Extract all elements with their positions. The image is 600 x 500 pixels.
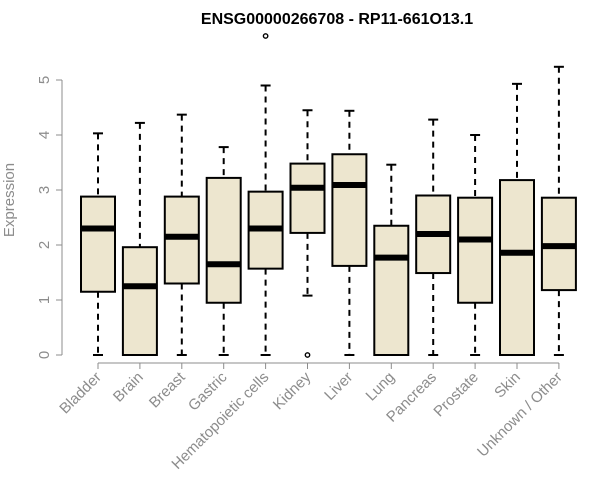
iqr-box bbox=[499, 179, 535, 356]
x-tick-label: Skin bbox=[491, 369, 524, 402]
y-axis-label: Expression bbox=[1, 163, 18, 237]
box-pancreas bbox=[415, 118, 452, 356]
iqr-box bbox=[457, 196, 494, 304]
outlier-point bbox=[262, 33, 269, 39]
y-tick-label: 0 bbox=[36, 351, 53, 359]
box-hematopoietic-cells bbox=[247, 33, 284, 356]
box-liver bbox=[331, 109, 368, 356]
outlier-point bbox=[304, 352, 311, 358]
box-unknown-other bbox=[540, 65, 577, 356]
box-skin bbox=[499, 82, 535, 356]
iqr-box bbox=[205, 176, 242, 304]
y-tick-label: 1 bbox=[36, 296, 53, 304]
iqr-box bbox=[121, 246, 158, 356]
box-kidney bbox=[289, 109, 326, 358]
iqr-box bbox=[80, 195, 116, 293]
x-tick-label: Lung bbox=[363, 369, 399, 405]
iqr-box bbox=[331, 153, 368, 267]
y-axis: 0 1 2 3 4 5 bbox=[36, 76, 63, 359]
box-brain bbox=[121, 121, 158, 356]
box-bladder bbox=[80, 132, 116, 356]
x-tick-label: Brain bbox=[110, 369, 147, 406]
iqr-box bbox=[289, 162, 326, 234]
x-tick-label: Prostate bbox=[430, 369, 482, 421]
y-tick-label: 5 bbox=[36, 76, 53, 84]
x-tick-label: Breast bbox=[146, 368, 189, 411]
y-tick-label: 2 bbox=[36, 241, 53, 249]
x-tick-label: Liver bbox=[321, 369, 356, 404]
iqr-box bbox=[163, 195, 200, 285]
box-gastric bbox=[205, 146, 242, 356]
y-tick-label: 4 bbox=[36, 131, 53, 139]
box-breast bbox=[163, 113, 200, 356]
box-prostate bbox=[457, 134, 494, 356]
chart-title: ENSG00000266708 - RP11-661O13.1 bbox=[201, 11, 473, 28]
iqr-box bbox=[373, 224, 410, 356]
box-group bbox=[80, 33, 577, 358]
y-tick-label: 3 bbox=[36, 186, 53, 194]
x-tick-label: Bladder bbox=[56, 369, 105, 418]
x-tick-label: Kidney bbox=[270, 368, 315, 413]
box-lung bbox=[373, 163, 410, 356]
